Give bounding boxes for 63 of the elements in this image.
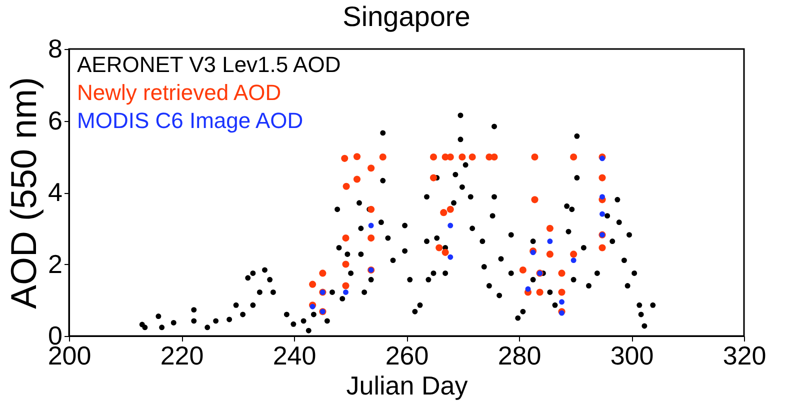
point (353, 153, 361, 160)
y-tick-label: 8 (48, 34, 62, 64)
point (598, 244, 606, 252)
point (342, 260, 350, 268)
point (531, 153, 538, 161)
point (559, 299, 564, 305)
point (558, 270, 566, 277)
x-axis-title: Julian Day (346, 370, 468, 400)
point (600, 194, 605, 200)
point (368, 222, 374, 228)
y-tick-label: 4 (48, 177, 62, 207)
chart-title: Singapore (342, 1, 470, 32)
point (570, 250, 578, 258)
point (546, 224, 554, 232)
x-tick-label: 320 (722, 340, 766, 370)
point (458, 153, 466, 161)
point (368, 234, 375, 242)
point (519, 266, 526, 274)
point (448, 222, 454, 228)
point (342, 234, 350, 242)
point (570, 153, 578, 161)
point (600, 211, 605, 217)
text: MODIS C6 Image AOD (77, 108, 304, 133)
point (531, 196, 538, 204)
point (490, 153, 498, 161)
point (530, 250, 536, 256)
point (440, 209, 448, 216)
text: Newly retrieved AOD (77, 80, 282, 105)
point (343, 290, 348, 295)
point (547, 238, 553, 244)
x-tick-label: 220 (160, 340, 204, 370)
point (536, 288, 544, 296)
point (353, 176, 361, 183)
point (342, 182, 350, 190)
point (442, 248, 449, 256)
point (309, 280, 316, 288)
point (368, 164, 375, 172)
point (558, 288, 566, 296)
x-tick-label: 280 (498, 340, 542, 370)
text: AERONET V3 Lev1.5 AOD (77, 52, 341, 77)
point (368, 206, 375, 213)
point (546, 250, 554, 258)
y-axis-title: AOD (550 nm) (3, 76, 44, 310)
point (525, 286, 531, 292)
point (436, 244, 443, 252)
x-tick-label: 300 (610, 340, 654, 370)
point (570, 258, 576, 264)
y-tick-label: 6 (48, 105, 62, 136)
point (341, 154, 348, 162)
y-tick-label: 2 (48, 248, 62, 279)
point (598, 174, 606, 182)
point (600, 156, 605, 162)
x-tick-label: 260 (385, 340, 429, 370)
point (379, 153, 386, 161)
point (446, 206, 454, 213)
point (448, 254, 454, 260)
point (430, 174, 438, 182)
point (319, 270, 326, 277)
point (342, 282, 350, 290)
point (430, 153, 438, 161)
point (468, 153, 476, 161)
x-tick-label: 240 (272, 340, 316, 370)
point (446, 153, 454, 161)
